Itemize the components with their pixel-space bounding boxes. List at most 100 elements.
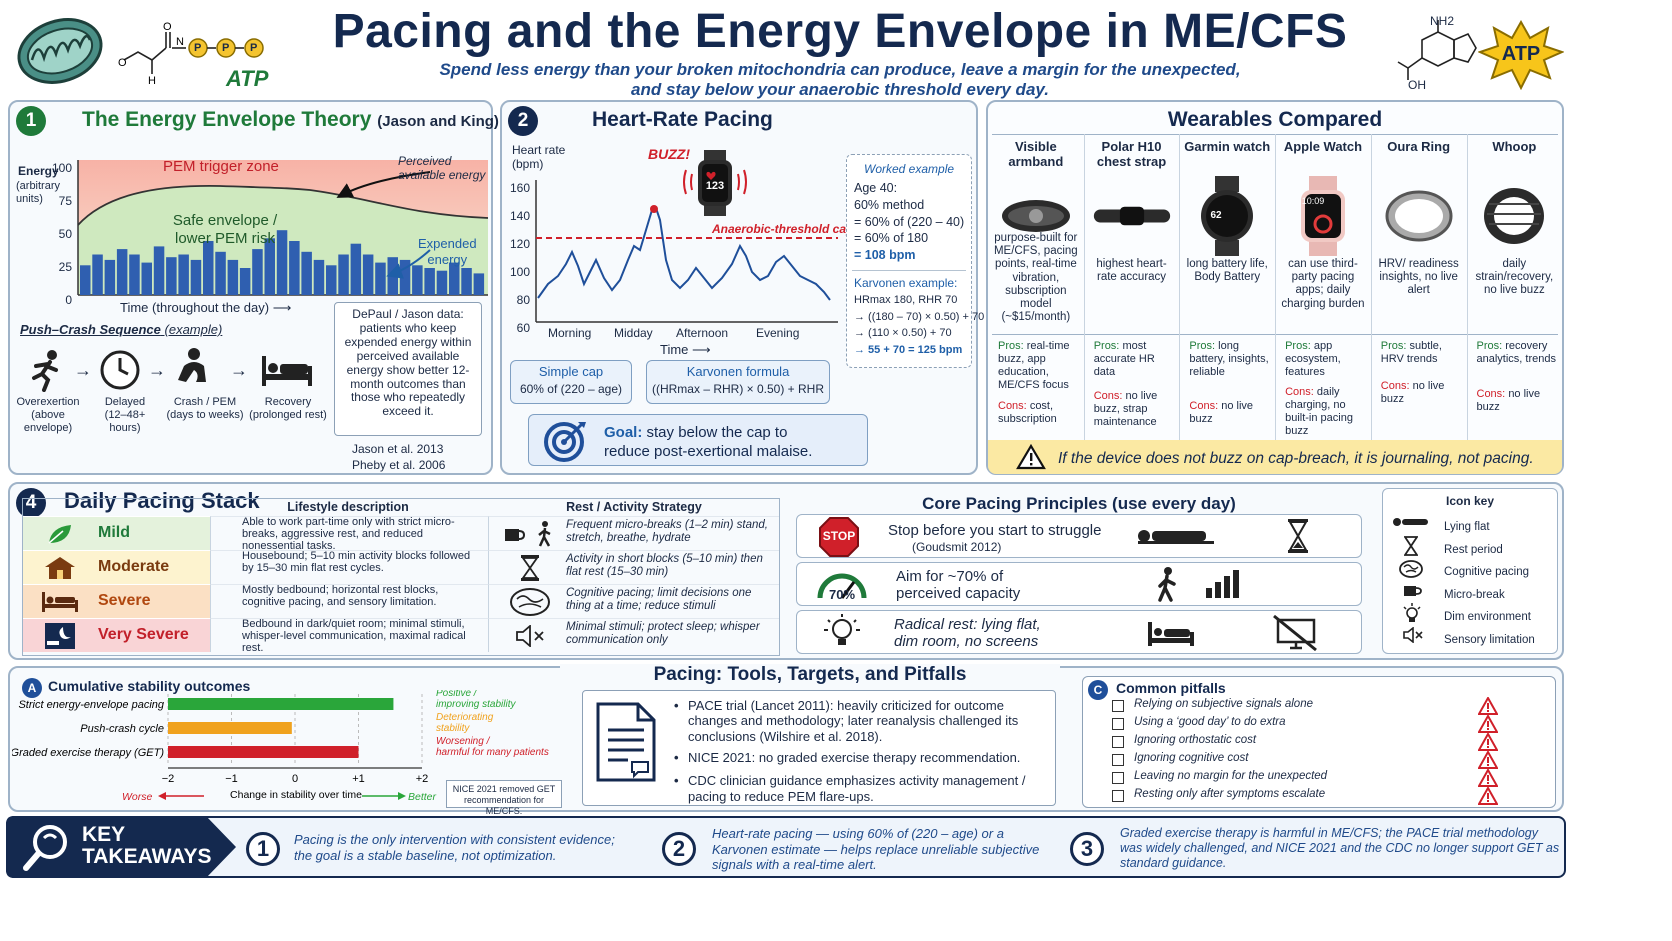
simple-cap-formula: 60% of (220 – age) [519, 382, 623, 396]
simple-cap-box [510, 360, 632, 404]
pros-label: Pros: [1285, 340, 1311, 352]
device-pros: Pros: real-time buzz, app education, ME/… [998, 340, 1080, 392]
bed-icon [1146, 620, 1196, 653]
col-lifestyle-header: Lifestyle description [287, 500, 409, 514]
safe-zone-label: Safe envelope / lower PEM risk [150, 212, 300, 248]
arrow-icon: → [230, 360, 248, 380]
lifestyle-text: Housebound; 5–10 min activity blocks fol… [242, 550, 471, 574]
garmin-screen-value: 62 [1210, 210, 1222, 221]
lying-flat-icon [1136, 526, 1216, 551]
strategy-cell [488, 516, 779, 550]
karvonen-line: HRmax 180, RHR 70 [854, 294, 958, 306]
cons-text: no live buzz [1380, 380, 1445, 405]
panel-2-title: Heart-Rate Pacing [592, 108, 773, 131]
step-label: Crash / PEM [173, 396, 237, 408]
icon-key-labels: Lying flat Rest period Cognitive pacing … [1444, 516, 1535, 652]
adenine-molecule-icon [1392, 10, 1492, 103]
pitfall-checkbox[interactable] [1112, 754, 1124, 766]
evidence-bullet-text: NICE 2021: no graded exercise therapy re… [688, 749, 1021, 765]
safe-zone-line-1: Safe envelope / [172, 212, 278, 229]
key-brain-icon [1398, 559, 1424, 584]
strategy-cell [488, 584, 779, 618]
y-tick: 25 [58, 260, 72, 274]
principle-row-3 [796, 610, 1362, 654]
subtitle-line-2: and stay below your anaerobic threshold … [631, 80, 1049, 99]
y-tick: 100 [509, 265, 530, 279]
pitfall-warning-icon [1477, 767, 1499, 792]
crash-person-icon [172, 346, 216, 397]
expended-energy-bar [153, 246, 165, 295]
takeaway-1-text: Pacing is the only intervention with con… [294, 832, 615, 863]
evidence-box [582, 690, 1056, 806]
principle-2-text: Aim for ~70% of [896, 568, 1004, 585]
x-axis-label: Change in stability over time [230, 789, 362, 801]
expended-energy-bar [203, 241, 214, 295]
worked-line-result: = 108 bpm [854, 248, 916, 262]
x-tick-label: −2 [162, 773, 175, 785]
heart-rate-chart [535, 180, 838, 323]
strategy-text: Cognitive pacing; limit decisions one th… [566, 587, 752, 612]
warning-banner [988, 440, 1562, 474]
lifestyle-text: Able to work part-time only with strict … [242, 516, 455, 552]
better-label: Better [408, 791, 437, 803]
pitfall-checkbox[interactable] [1112, 772, 1124, 784]
expended-energy-bar [141, 262, 152, 295]
perceived-line-1: Perceived [398, 154, 452, 168]
pitfall-checkbox[interactable] [1112, 790, 1124, 802]
x-tick-label: −1 [225, 773, 238, 785]
x-tick-evening: Evening [756, 326, 800, 340]
nice-note: NICE 2021 removed GET recommendation for… [446, 780, 562, 816]
page-title: Pacing and the Energy Envelope in ME/CFS [332, 5, 1348, 58]
pitfall-checkbox[interactable] [1112, 718, 1124, 730]
pros-text: long battery, insights, reliable [1189, 340, 1269, 378]
section-a-badge: A [22, 678, 42, 698]
cons-label: Cons: [998, 400, 1027, 412]
goal-text-line-2: reduce post-exertional malaise. [604, 443, 813, 460]
karvonen-line: → ((180 – 70) × 0.50) + 70 [854, 310, 985, 323]
cons-text: no live buzz, strap maintenance [1093, 390, 1158, 428]
icon-key-label: Micro-break [1444, 588, 1505, 601]
gauge-label: 70% [828, 587, 856, 602]
section-c-title: Common pitfalls [1116, 680, 1226, 696]
pacing-level-label: Very Severe [98, 626, 189, 643]
x-tick-afternoon: Afternoon [676, 326, 729, 340]
expended-energy-bar [424, 268, 435, 295]
device-pros: Pros: subtle, HRV trends [1381, 340, 1463, 366]
pitfall-checkbox[interactable] [1112, 700, 1124, 712]
y-tick: 100 [52, 161, 73, 175]
panel-number-2: 2 [508, 106, 538, 136]
expended-energy-bar [252, 249, 263, 295]
expended-energy-label: Expended energy [418, 236, 477, 267]
expended-energy-bar [239, 268, 251, 295]
takeaways-title: KEY TAKEAWAYS [82, 823, 212, 868]
category-label: Strict energy-envelope pacing [18, 699, 164, 711]
legend-label: Positive / [436, 690, 478, 699]
expended-energy-bar [264, 238, 275, 295]
mitochondria-icon [14, 12, 106, 95]
pitfall-checkbox[interactable] [1112, 736, 1124, 748]
step-sub: (12–48+ hours) [104, 409, 146, 435]
step-crash: Crash / PEM (days to weeks) [166, 396, 244, 422]
karvonen-formula-title: Karvonen formula [686, 364, 790, 379]
karvonen-line: → (110 × 0.50) + 70 [854, 327, 952, 339]
device-cons: Cons: no live buzz [1189, 400, 1271, 426]
step-recovery: Recovery (prolonged rest) [246, 396, 330, 422]
lightbulb-icon [820, 612, 864, 657]
step-delayed: Delayed (12–48+ hours) [88, 396, 162, 436]
col-strategy-header: Rest / Activity Strategy [566, 500, 702, 514]
pacing-level-label: Moderate [98, 558, 170, 575]
takeaway-number-1: 1 [246, 832, 280, 866]
perceived-line-2: available energy [398, 168, 486, 183]
device-name: Whoop [1492, 139, 1537, 154]
strategy-text: Activity in short blocks (5–10 min) then… [566, 553, 763, 578]
category-label: Push-crash cycle [80, 723, 164, 735]
expended-energy-bars [80, 230, 485, 295]
icon-key-label: Rest period [1444, 543, 1503, 556]
column-divider [1083, 134, 1085, 440]
expended-energy-bar [116, 249, 128, 295]
expended-energy-bar [301, 251, 312, 295]
svg-text:O: O [118, 57, 127, 69]
atp-badge-icon [1477, 19, 1565, 95]
evidence-bullet: • CDC clinician guidance emphasizes activ… [674, 773, 1026, 804]
device-image-icon [1283, 176, 1363, 256]
